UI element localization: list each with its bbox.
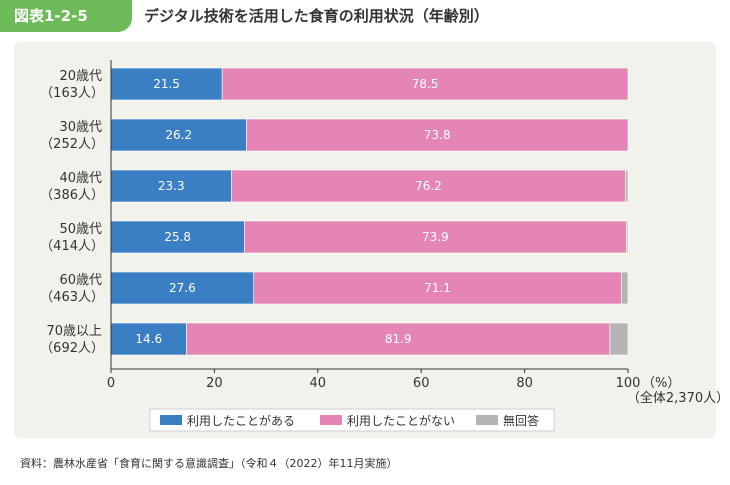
category-label: 60歳代 (59, 273, 102, 288)
bar-segment-1 (110, 118, 247, 152)
bar-value-label: 25.8 (164, 230, 191, 244)
category-label: 50歳代 (59, 222, 102, 237)
bar-value-label: 71.1 (424, 281, 451, 295)
bar-value-label: 23.3 (158, 179, 185, 193)
bar-segment-3 (620, 271, 629, 305)
x-tick-label: 80 (516, 376, 533, 391)
legend-label: 利用したことがない (347, 413, 455, 428)
category-count-label: （252人） (40, 137, 104, 152)
bar-value-label: 26.2 (165, 128, 192, 142)
x-axis-unit: （%） (642, 376, 680, 391)
bar-value-label: 73.8 (424, 128, 451, 142)
category-label: 20歳代 (59, 69, 102, 84)
legend-box (149, 408, 555, 432)
legend-label: 無回答 (503, 413, 539, 428)
bar-value-label: 27.6 (169, 281, 196, 295)
legend-swatch (160, 415, 182, 425)
source-note: 資料：農林水産省「食育に関する意識調査」（令和４（2022）年11月実施） (20, 457, 398, 470)
legend-label: 利用したことがある (187, 413, 295, 428)
legend-swatch (476, 415, 498, 425)
bar-segment-2 (246, 118, 629, 152)
bar-segment-3 (626, 220, 629, 254)
bar-segment-1 (110, 169, 232, 203)
category-label: 40歳代 (59, 171, 102, 186)
category-count-label: （692人） (40, 341, 104, 356)
bar-segment-2 (221, 67, 629, 101)
figure-label-badge: 図表1-2-5 (0, 0, 132, 32)
x-tick-label: 0 (107, 376, 115, 391)
bar-value-label: 14.6 (135, 332, 162, 346)
x-tick-label: 40 (310, 376, 327, 391)
bar-segment-2 (231, 169, 626, 203)
chart-title: デジタル技術を活用した食育の利用状況（年齢別） (144, 7, 489, 25)
bar-value-label: 21.5 (153, 77, 180, 91)
x-tick-label: 100 (616, 376, 641, 391)
bar-segment-3 (625, 169, 629, 203)
bar-segment-2 (253, 271, 622, 305)
bar-segment-2 (244, 220, 627, 254)
category-label: 70歳以上 (46, 324, 102, 339)
x-tick-label: 60 (413, 376, 430, 391)
bar-segment-3 (609, 322, 629, 356)
category-count-label: （163人） (40, 86, 104, 101)
category-count-label: （414人） (40, 239, 104, 254)
category-count-label: （463人） (40, 290, 104, 305)
category-count-label: （386人） (40, 188, 104, 203)
stacked-bar-chart: 21.5 78.5 20歳代 （163人） 26.2 73.8 30歳代 （252人） 23.3… (40, 60, 729, 432)
bar-value-label: 73.9 (422, 230, 449, 244)
category-label: 30歳代 (59, 120, 102, 135)
bar-value-label: 81.9 (385, 332, 412, 346)
total-respondents-note: （全体2,370人） (627, 390, 729, 406)
bar-value-label: 78.5 (412, 77, 439, 91)
bar-segment-2 (186, 322, 611, 356)
bar-segment-1 (110, 271, 254, 305)
legend-swatch (320, 415, 342, 425)
x-tick-label: 20 (206, 376, 223, 391)
bar-value-label: 76.2 (415, 179, 442, 193)
